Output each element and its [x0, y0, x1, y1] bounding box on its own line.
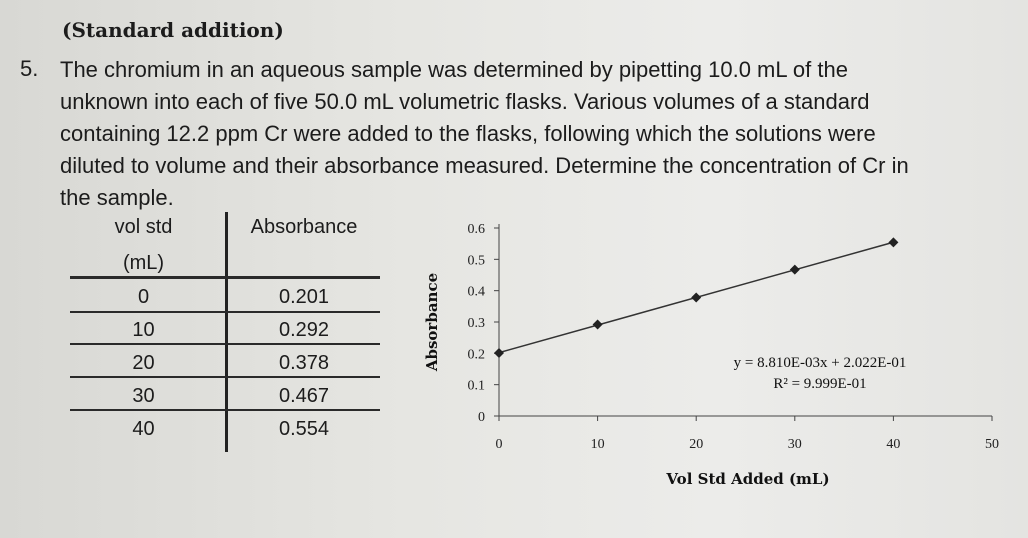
table-cell-vol: 10	[132, 319, 155, 341]
trendline-equation: y = 8.810E-03x + 2.022E-01	[734, 355, 907, 371]
x-tick-label: 10	[591, 437, 605, 452]
x-tick-label: 0	[496, 437, 503, 452]
table-cell-abs: 0.467	[278, 385, 330, 407]
question-text: The chromium in an aqueous sample was de…	[60, 54, 1010, 214]
x-tick-label: 20	[689, 437, 703, 452]
data-point	[494, 348, 504, 359]
y-tick-label: 0	[478, 410, 485, 425]
table-cell-vol: 20	[132, 352, 155, 374]
table-header-vol-std: vol std	[114, 216, 173, 238]
table-cell-abs: 0.378	[278, 352, 330, 374]
table-cell-abs: 0.554	[278, 418, 330, 440]
table-row-rule	[70, 311, 380, 313]
table-row-rule	[70, 376, 380, 378]
question-line: diluted to volume and their absorbance m…	[60, 153, 909, 178]
x-tick-label: 50	[985, 437, 999, 452]
r-squared-label: R² = 9.999E-01	[773, 376, 866, 392]
question-number: 5.	[20, 56, 39, 81]
y-tick-label: 0.4	[468, 285, 486, 300]
table-column-divider	[225, 212, 228, 452]
question-line: The chromium in an aqueous sample was de…	[60, 57, 848, 82]
y-tick-label: 0.6	[468, 222, 486, 237]
table-row-rule	[70, 343, 380, 345]
table-cell-vol: 40	[132, 418, 155, 440]
data-point	[888, 237, 899, 248]
table-header-rule	[70, 276, 380, 279]
table-cell-vol: 0	[137, 286, 150, 308]
x-axis-title: Vol Std Added (mL)	[665, 470, 829, 488]
y-axis-title: Absorbance	[423, 273, 441, 372]
y-tick-label: 0.1	[468, 379, 486, 394]
data-point	[592, 319, 603, 330]
x-tick-label: 30	[788, 437, 802, 452]
y-tick-label: 0.2	[468, 347, 486, 362]
table-header-ml: (mL)	[122, 252, 165, 274]
data-table: vol std (mL) Absorbance 0 0.201 10 0.292…	[62, 212, 380, 452]
table-cell-abs: 0.201	[278, 286, 330, 308]
table-cell-vol: 30	[132, 385, 155, 407]
question-line: the sample.	[60, 185, 174, 210]
table-header-absorbance: Absorbance	[250, 216, 358, 238]
question-line: unknown into each of five 50.0 mL volume…	[60, 89, 870, 114]
y-tick-label: 0.5	[468, 253, 486, 268]
table-cell-abs: 0.292	[278, 319, 330, 341]
data-point	[789, 264, 800, 275]
data-point	[691, 292, 702, 303]
x-tick-label: 40	[886, 437, 900, 452]
question-line: containing 12.2 ppm Cr were added to the…	[60, 121, 876, 146]
section-heading: (Standard addition)	[62, 18, 284, 42]
table-row-rule	[70, 409, 380, 411]
y-tick-label: 0.3	[468, 316, 486, 331]
